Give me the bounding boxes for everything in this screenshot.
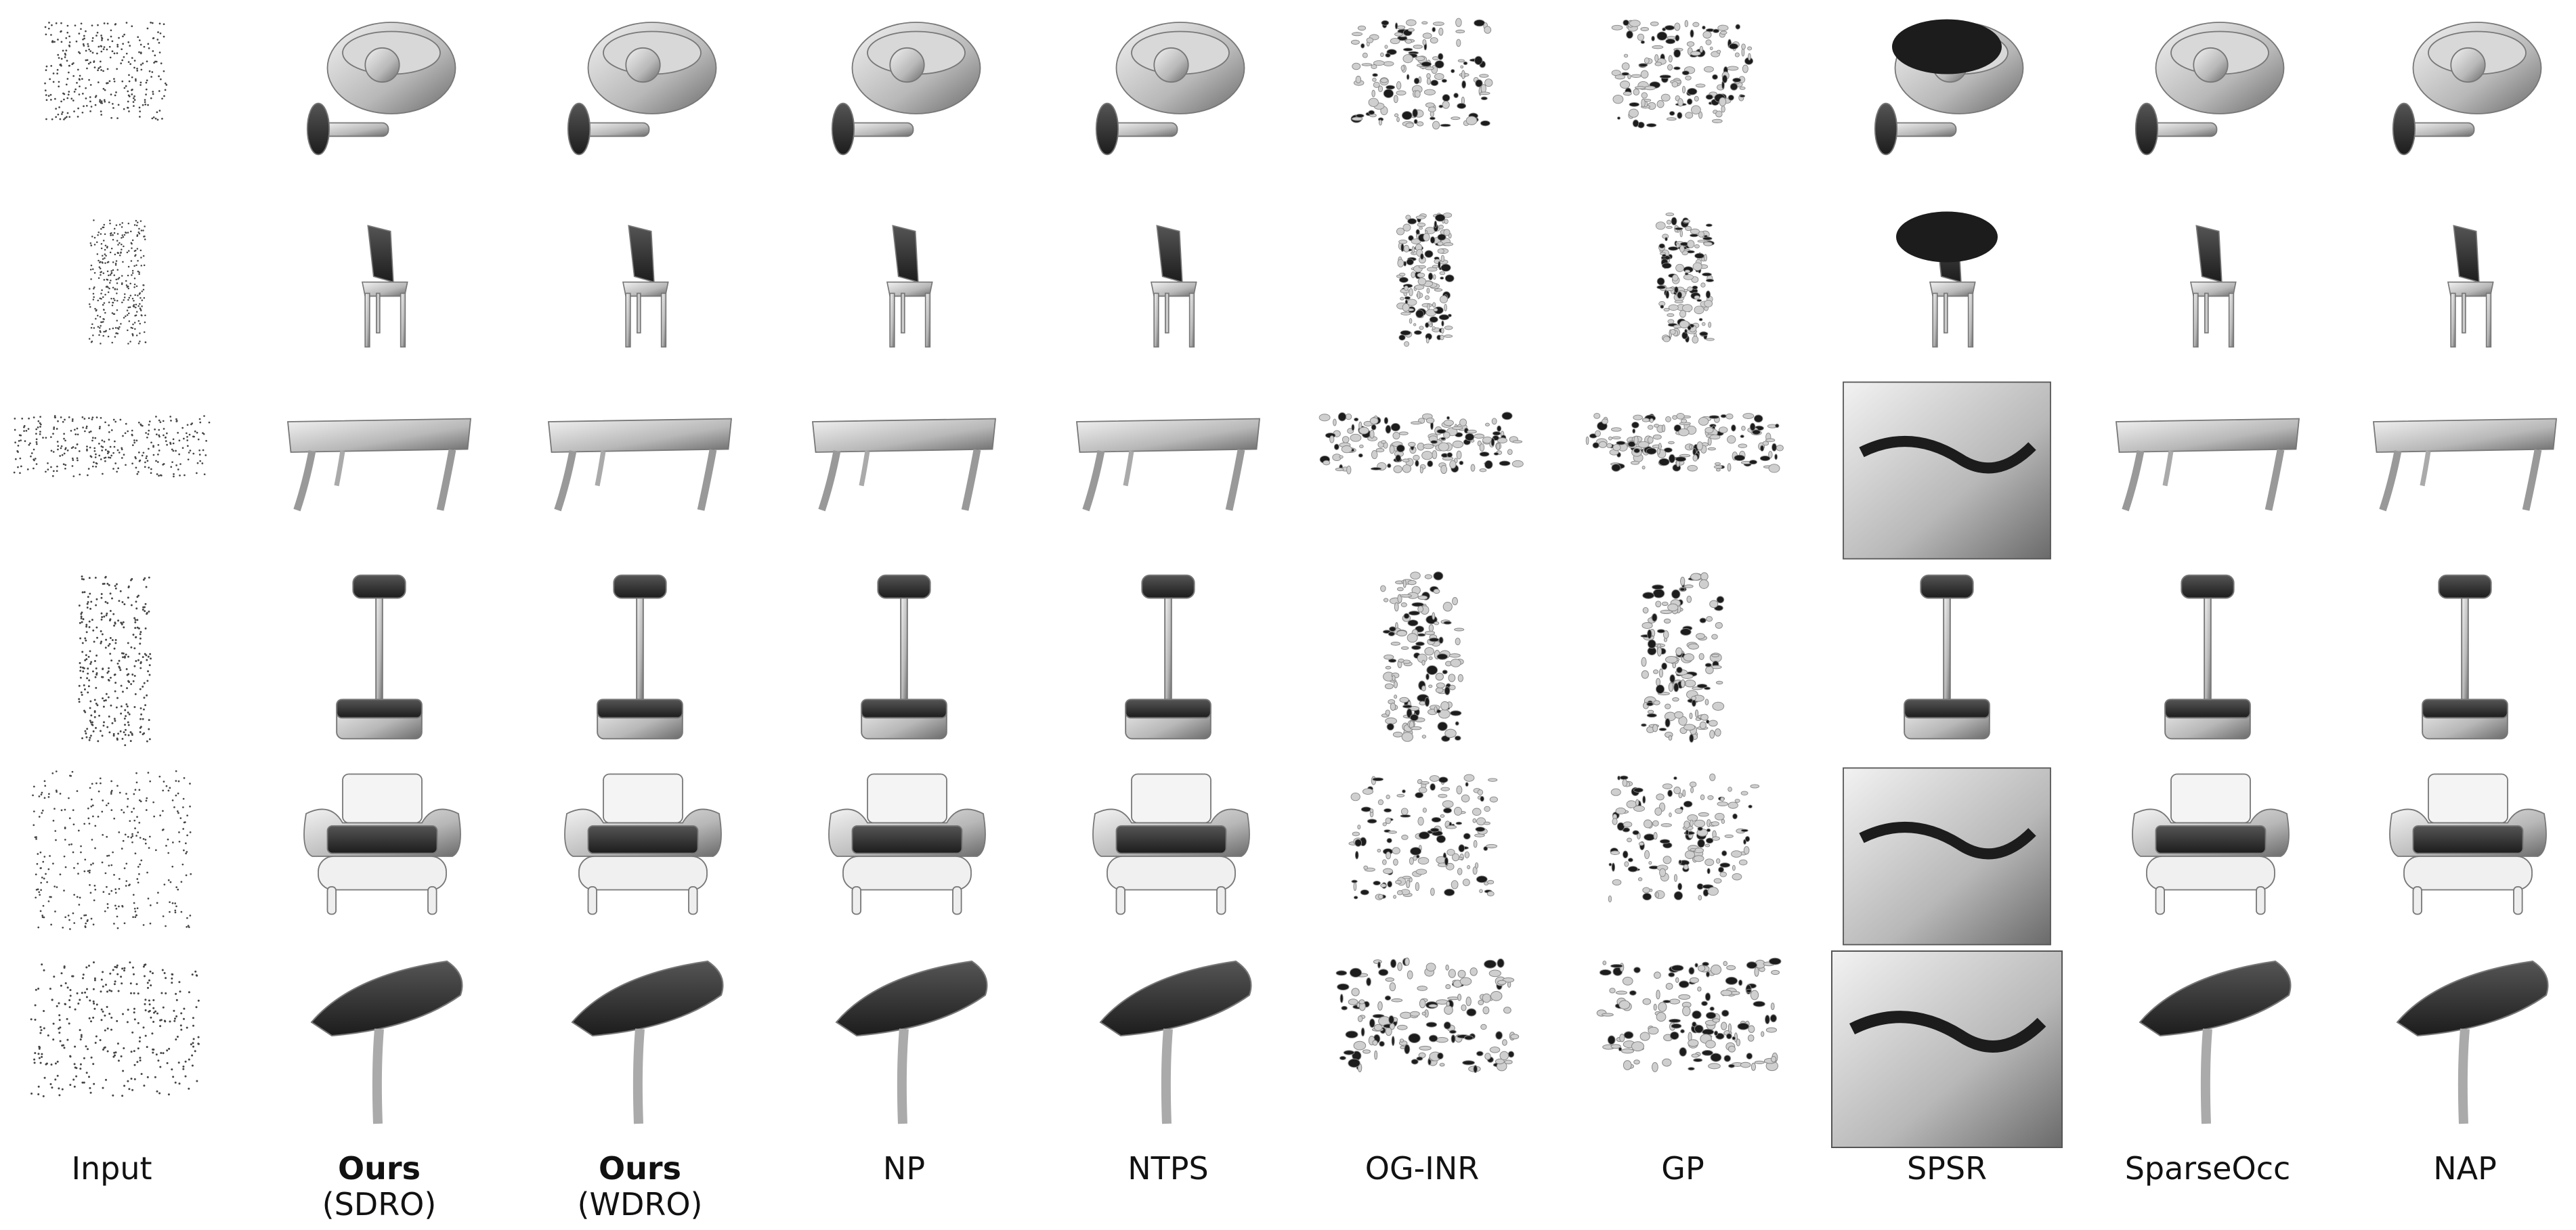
render-chair-ours-sdro bbox=[257, 203, 501, 372]
render-table-og-inr bbox=[1300, 379, 1544, 562]
render-desk-lamp-ours-sdro bbox=[257, 948, 501, 1151]
render-armchair-ours-sdro bbox=[257, 765, 501, 948]
render-desk-lamp-ours-wdro bbox=[518, 948, 762, 1151]
render-chair-input bbox=[0, 203, 234, 372]
render-desk-lamp-gp bbox=[1561, 948, 1805, 1151]
render-chair-ntps bbox=[1046, 203, 1290, 372]
column-label-spsr: SPSR bbox=[1906, 1150, 1988, 1187]
render-stool-lamp-input bbox=[0, 569, 234, 765]
render-table-ours-wdro bbox=[518, 379, 762, 562]
render-armchair-ours-wdro bbox=[518, 765, 762, 948]
render-desk-lamp-input bbox=[0, 948, 234, 1151]
render-stool-lamp-nap bbox=[2343, 569, 2576, 765]
column-label-ours-sdro: Ours (SDRO) bbox=[322, 1150, 437, 1223]
render-stool-lamp-sparseocc bbox=[2086, 569, 2330, 765]
render-stool-lamp-ours-wdro bbox=[518, 569, 762, 765]
render-chair-sparseocc bbox=[2086, 203, 2330, 372]
render-armchair-spsr bbox=[1825, 765, 2069, 948]
render-table-np bbox=[782, 379, 1026, 562]
render-chair-gp bbox=[1561, 203, 1805, 372]
render-stool-lamp-ntps bbox=[1046, 569, 1290, 765]
render-armchair-np bbox=[782, 765, 1026, 948]
column-label-nap: NAP bbox=[2433, 1150, 2497, 1187]
column-label-ours-wdro: Ours (WDRO) bbox=[577, 1150, 703, 1223]
render-lamp-spsr bbox=[1825, 10, 2069, 193]
render-desk-lamp-nap bbox=[2343, 948, 2576, 1151]
render-armchair-nap bbox=[2343, 765, 2576, 948]
render-chair-ours-wdro bbox=[518, 203, 762, 372]
render-desk-lamp-og-inr bbox=[1300, 948, 1544, 1151]
render-stool-lamp-spsr bbox=[1825, 569, 2069, 765]
column-label-ntps: NTPS bbox=[1128, 1150, 1209, 1187]
render-lamp-gp bbox=[1561, 10, 1805, 193]
render-lamp-sparseocc bbox=[2086, 10, 2330, 193]
render-desk-lamp-sparseocc bbox=[2086, 948, 2330, 1151]
render-chair-spsr bbox=[1825, 203, 2069, 372]
render-chair-og-inr bbox=[1300, 203, 1544, 372]
column-label-input: Input bbox=[71, 1150, 152, 1187]
render-table-spsr bbox=[1825, 379, 2069, 562]
render-table-nap bbox=[2343, 379, 2576, 562]
render-armchair-ntps bbox=[1046, 765, 1290, 948]
render-table-gp bbox=[1561, 379, 1805, 562]
render-lamp-np bbox=[782, 10, 1026, 193]
render-table-ours-sdro bbox=[257, 379, 501, 562]
render-armchair-sparseocc bbox=[2086, 765, 2330, 948]
render-chair-nap bbox=[2343, 203, 2576, 372]
render-stool-lamp-og-inr bbox=[1300, 569, 1544, 765]
render-lamp-ours-sdro bbox=[257, 10, 501, 193]
render-desk-lamp-spsr bbox=[1825, 948, 2069, 1151]
render-lamp-ntps bbox=[1046, 10, 1290, 193]
render-armchair-og-inr bbox=[1300, 765, 1544, 948]
column-label-np: NP bbox=[882, 1150, 926, 1187]
render-stool-lamp-gp bbox=[1561, 569, 1805, 765]
render-lamp-og-inr bbox=[1300, 10, 1544, 193]
column-label-gp: GP bbox=[1661, 1150, 1704, 1187]
render-desk-lamp-np bbox=[782, 948, 1026, 1151]
render-lamp-input bbox=[0, 10, 234, 193]
render-stool-lamp-np bbox=[782, 569, 1026, 765]
render-armchair-input bbox=[0, 765, 234, 948]
render-armchair-gp bbox=[1561, 765, 1805, 948]
render-lamp-ours-wdro bbox=[518, 10, 762, 193]
render-table-sparseocc bbox=[2086, 379, 2330, 562]
column-label-og-inr: OG-INR bbox=[1365, 1150, 1480, 1187]
render-chair-np bbox=[782, 203, 1026, 372]
render-lamp-nap bbox=[2343, 10, 2576, 193]
render-stool-lamp-ours-sdro bbox=[257, 569, 501, 765]
render-table-ntps bbox=[1046, 379, 1290, 562]
column-label-sparseocc: SparseOcc bbox=[2124, 1150, 2291, 1187]
render-desk-lamp-ntps bbox=[1046, 948, 1290, 1151]
render-table-input bbox=[0, 379, 234, 562]
